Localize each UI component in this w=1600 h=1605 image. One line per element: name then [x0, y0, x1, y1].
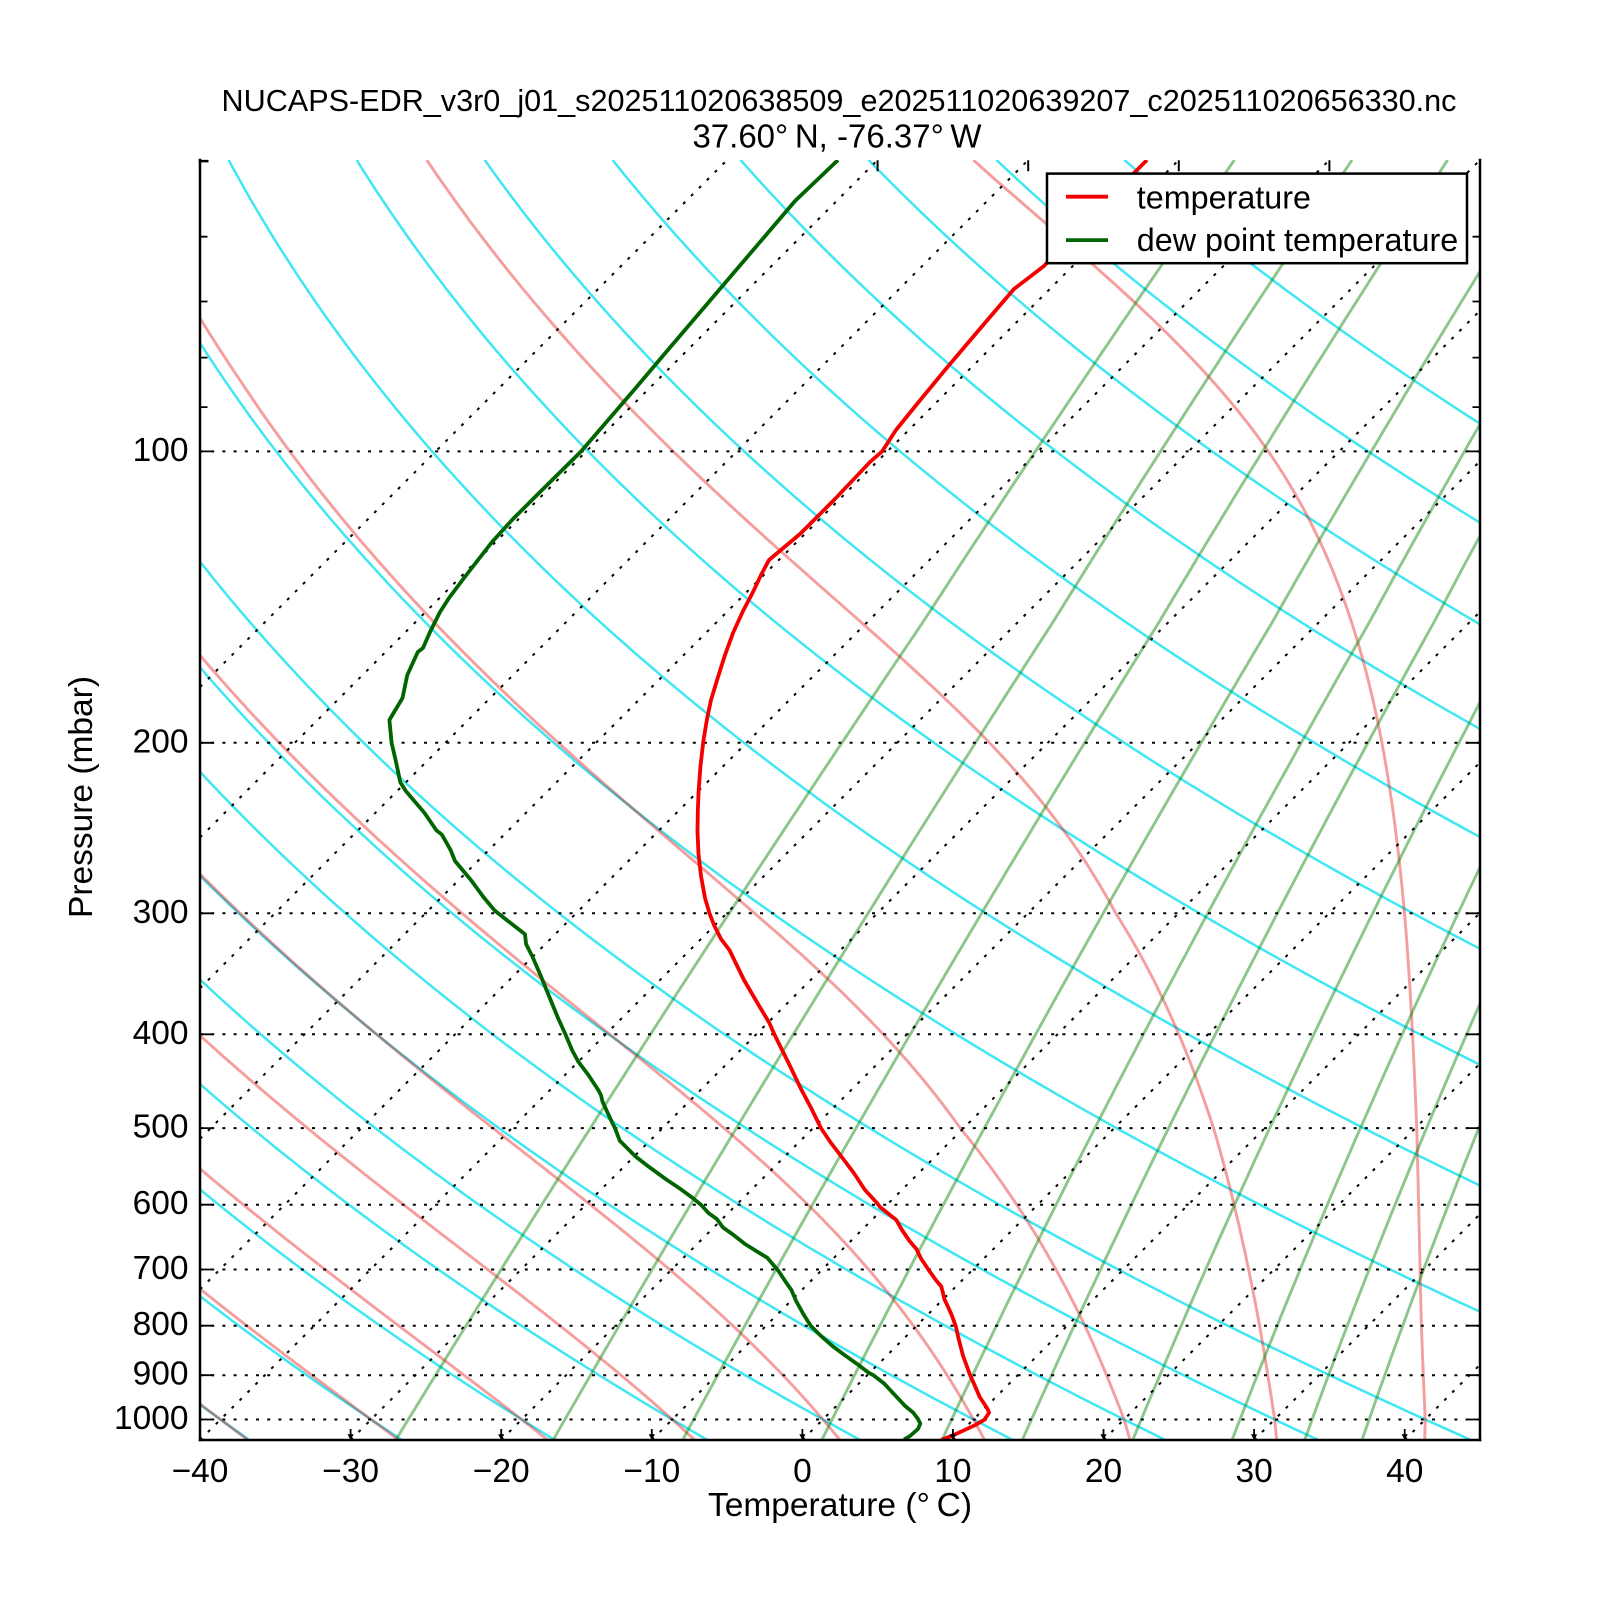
- svg-text:Temperature (° C): Temperature (° C): [708, 1487, 972, 1524]
- svg-text:Pressure (mbar): Pressure (mbar): [63, 676, 100, 918]
- svg-text:−40: −40: [172, 1453, 229, 1490]
- svg-text:−10: −10: [623, 1453, 680, 1490]
- svg-text:400: 400: [133, 1015, 189, 1052]
- svg-text:800: 800: [133, 1306, 189, 1343]
- svg-text:37.60° N, -76.37° W: 37.60° N, -76.37° W: [692, 118, 982, 155]
- svg-text:−30: −30: [322, 1453, 379, 1490]
- svg-text:−20: −20: [473, 1453, 530, 1490]
- svg-text:temperature: temperature: [1137, 180, 1311, 216]
- svg-text:1000: 1000: [114, 1400, 189, 1437]
- svg-text:500: 500: [133, 1109, 189, 1146]
- svg-text:NUCAPS-EDR_v3r0_j01_s202511020: NUCAPS-EDR_v3r0_j01_s202511020638509_e20…: [222, 84, 1457, 118]
- svg-text:0: 0: [793, 1453, 812, 1490]
- svg-text:40: 40: [1386, 1453, 1423, 1490]
- svg-text:600: 600: [133, 1185, 189, 1222]
- svg-text:100: 100: [133, 432, 189, 469]
- svg-text:200: 200: [133, 723, 189, 760]
- svg-text:900: 900: [133, 1356, 189, 1393]
- svg-text:10: 10: [934, 1453, 971, 1490]
- svg-text:dew point temperature: dew point temperature: [1137, 222, 1458, 258]
- svg-text:30: 30: [1235, 1453, 1272, 1490]
- svg-text:300: 300: [133, 894, 189, 931]
- svg-text:20: 20: [1085, 1453, 1122, 1490]
- svg-text:700: 700: [133, 1250, 189, 1287]
